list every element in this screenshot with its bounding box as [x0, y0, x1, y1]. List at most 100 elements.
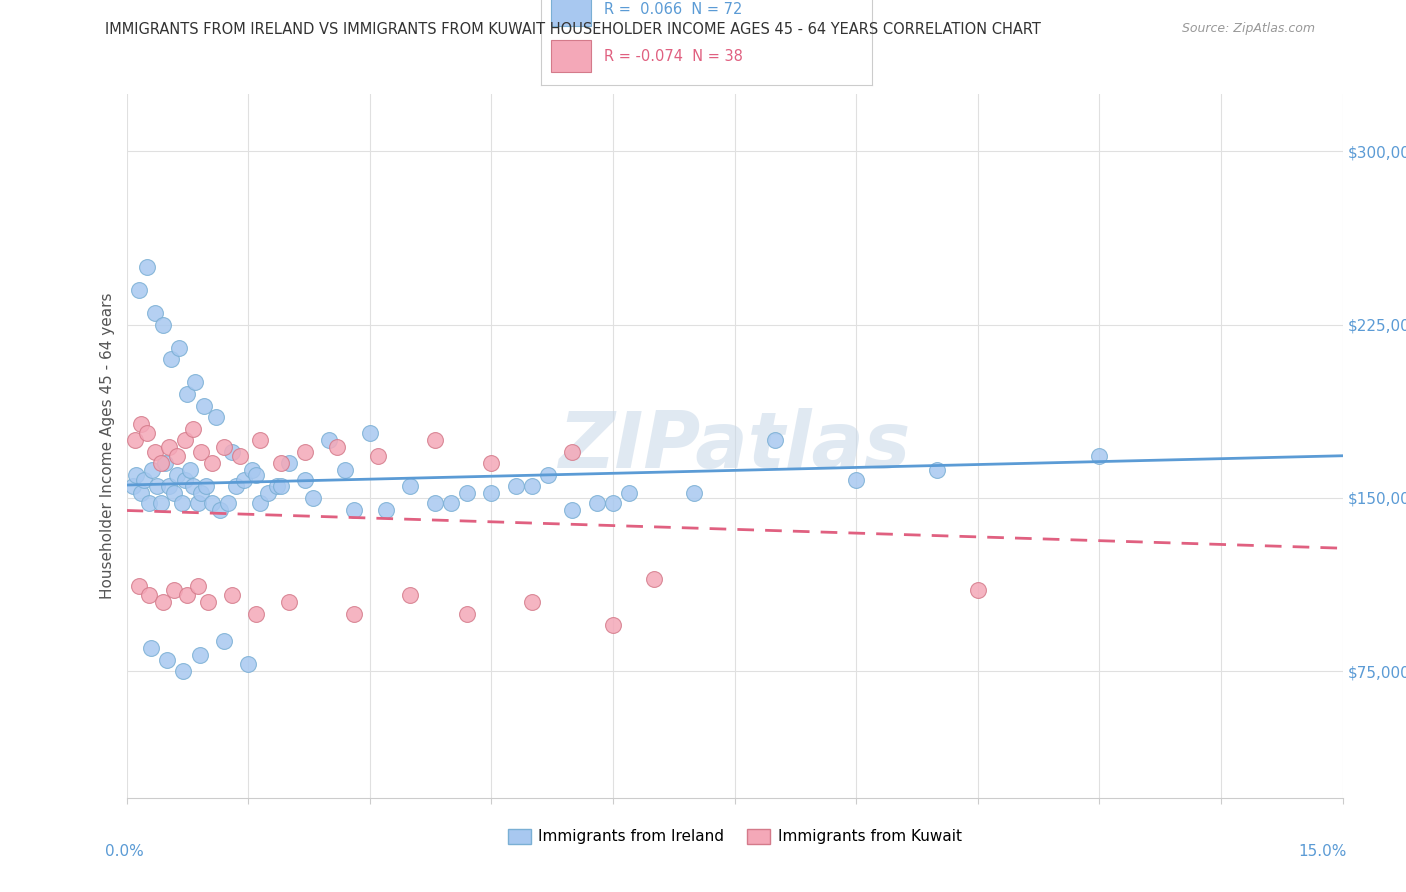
Point	[135, 426, 157, 441]
Point	[122, 479, 145, 493]
Point	[505, 479, 527, 493]
Point	[195, 479, 218, 493]
Point	[602, 618, 624, 632]
Point	[423, 495, 446, 509]
Point	[212, 634, 235, 648]
Point	[520, 595, 543, 609]
Point	[156, 653, 179, 667]
Point	[375, 502, 398, 516]
Text: R = -0.074  N = 38: R = -0.074 N = 38	[605, 48, 742, 63]
Point	[294, 473, 316, 487]
Point	[152, 318, 174, 332]
Point	[157, 440, 180, 454]
Point	[134, 473, 156, 487]
Point	[245, 607, 267, 621]
Point	[141, 463, 163, 477]
Point	[367, 450, 389, 464]
Point	[520, 479, 543, 493]
Point	[270, 479, 292, 493]
Point	[190, 486, 212, 500]
Point	[138, 588, 160, 602]
Point	[236, 657, 259, 672]
Text: Source: ZipAtlas.com: Source: ZipAtlas.com	[1181, 22, 1315, 36]
Point	[619, 486, 641, 500]
Point	[277, 595, 299, 609]
Point	[201, 456, 224, 470]
Point	[537, 467, 560, 482]
Point	[456, 486, 478, 500]
Text: R =  0.066  N = 72: R = 0.066 N = 72	[605, 3, 742, 17]
Point	[162, 486, 184, 500]
FancyBboxPatch shape	[551, 0, 591, 26]
Point	[423, 434, 446, 448]
Point	[481, 456, 503, 470]
Point	[845, 473, 868, 487]
Point	[179, 463, 201, 477]
Point	[342, 607, 364, 621]
Point	[187, 579, 209, 593]
Point	[294, 444, 316, 458]
Point	[233, 473, 256, 487]
Point	[149, 495, 172, 509]
Point	[181, 479, 204, 493]
Y-axis label: Householder Income Ages 45 - 64 years: Householder Income Ages 45 - 64 years	[100, 293, 115, 599]
Point	[170, 495, 193, 509]
Point	[456, 607, 478, 621]
Point	[270, 456, 292, 470]
Point	[187, 495, 209, 509]
Point	[208, 502, 231, 516]
Point	[221, 588, 243, 602]
Point	[143, 306, 166, 320]
Point	[167, 341, 190, 355]
Point	[160, 352, 183, 367]
Text: ZIPatlas: ZIPatlas	[558, 408, 911, 484]
Point	[174, 434, 197, 448]
Point	[139, 641, 162, 656]
Point	[166, 467, 188, 482]
Point	[266, 479, 288, 493]
Point	[212, 440, 235, 454]
Point	[201, 495, 224, 509]
Point	[188, 648, 211, 662]
Text: 15.0%: 15.0%	[1299, 845, 1347, 859]
Point	[585, 495, 607, 509]
Point	[146, 479, 169, 493]
Text: IMMIGRANTS FROM IRELAND VS IMMIGRANTS FROM KUWAIT HOUSEHOLDER INCOME AGES 45 - 6: IMMIGRANTS FROM IRELAND VS IMMIGRANTS FR…	[105, 22, 1042, 37]
Legend: Immigrants from Ireland, Immigrants from Kuwait: Immigrants from Ireland, Immigrants from…	[502, 822, 967, 851]
Point	[229, 450, 252, 464]
Point	[302, 491, 325, 505]
Point	[190, 444, 212, 458]
Point	[249, 434, 271, 448]
Point	[204, 410, 226, 425]
Point	[399, 588, 422, 602]
Point	[184, 376, 207, 390]
Point	[129, 486, 152, 500]
Point	[125, 467, 148, 482]
Point	[561, 502, 583, 516]
Point	[197, 595, 219, 609]
Point	[245, 467, 267, 482]
Text: 0.0%: 0.0%	[105, 845, 145, 859]
Point	[225, 479, 247, 493]
Point	[683, 486, 706, 500]
Point	[128, 579, 150, 593]
Point	[240, 463, 263, 477]
Point	[643, 572, 665, 586]
Point	[277, 456, 299, 470]
Point	[155, 456, 177, 470]
Point	[481, 486, 503, 500]
Point	[172, 665, 194, 679]
Point	[602, 495, 624, 509]
Point	[967, 583, 990, 598]
Point	[335, 463, 357, 477]
Point	[217, 495, 239, 509]
Point	[176, 387, 198, 401]
Point	[149, 456, 172, 470]
Point	[166, 450, 188, 464]
Point	[927, 463, 949, 477]
Point	[193, 399, 215, 413]
Point	[326, 440, 349, 454]
Point	[399, 479, 422, 493]
Point	[162, 583, 184, 598]
Point	[257, 486, 280, 500]
